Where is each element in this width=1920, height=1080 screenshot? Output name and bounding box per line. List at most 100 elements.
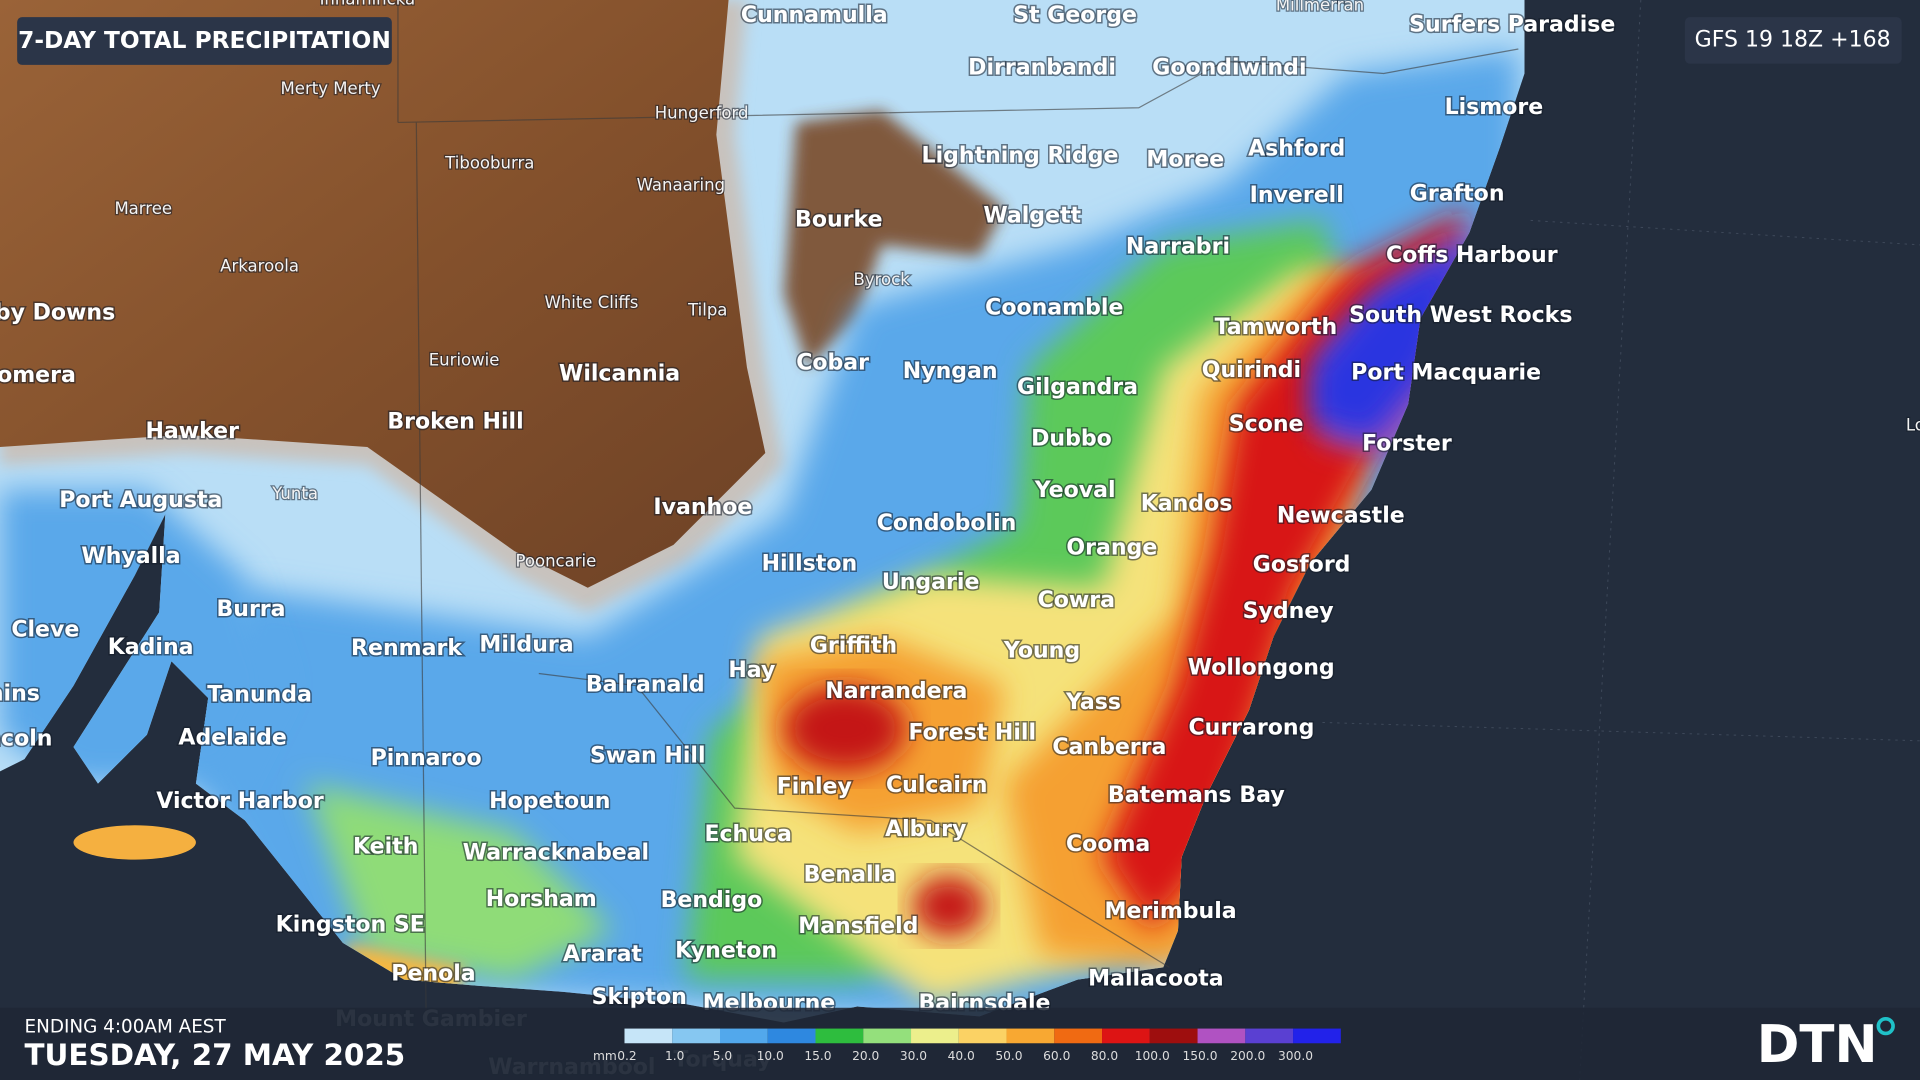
legend-swatch <box>672 1028 720 1044</box>
legend-label: 200.0 <box>1230 1049 1265 1063</box>
place-label: Cooma <box>1066 832 1150 857</box>
place-label-small: Wanaaring <box>637 176 725 195</box>
title-badge <box>17 17 392 65</box>
legend-swatch <box>1006 1028 1055 1044</box>
place-label-small: Tibooburra <box>444 154 534 173</box>
place-label: Mildura <box>479 632 573 657</box>
place-label: Moree <box>1146 147 1224 172</box>
dry-area <box>783 110 1005 368</box>
place-label: Warracknabeal <box>463 840 649 865</box>
place-label: Forster <box>1362 431 1452 456</box>
place-label-small: Yunta <box>271 484 318 503</box>
place-label: Kadina <box>108 635 194 660</box>
legend-swatch <box>1149 1028 1198 1044</box>
place-label: Renmark <box>351 636 463 661</box>
legend-label: 40.0 <box>948 1049 975 1063</box>
place-label-small: Euriowie <box>429 351 500 370</box>
place-label-small: Millmerran <box>1276 0 1364 15</box>
state-borders <box>397 0 1519 1017</box>
place-label-small: Merty Merty <box>281 79 381 98</box>
place-label: Port Augusta <box>59 488 222 513</box>
place-label: Burra <box>216 597 285 622</box>
place-label: Goondiwindi <box>1152 56 1306 81</box>
place-label-small: Byrock <box>853 270 910 289</box>
legend-label: 1.0 <box>665 1049 684 1063</box>
map-title: 7-DAY TOTAL PRECIPITATION <box>18 27 391 54</box>
place-label: Forest Hill <box>908 720 1036 745</box>
legend-swatch <box>1197 1028 1246 1044</box>
place-label-small: Innamincka <box>320 0 416 9</box>
place-label: Inverell <box>1250 183 1344 208</box>
legend-label: 50.0 <box>995 1049 1022 1063</box>
place-label: Wollongong <box>1188 656 1335 681</box>
place-label: Keith <box>353 834 418 859</box>
place-label: Quirindi <box>1202 358 1301 383</box>
legend-label: 100.0 <box>1135 1049 1170 1063</box>
place-label: Cowra <box>1038 588 1115 613</box>
place-label: Woomera <box>0 363 76 388</box>
extreme-rain-area <box>783 685 907 772</box>
footer-bar <box>0 1007 1920 1080</box>
extreme-rain-area <box>1310 238 1470 441</box>
legend-label: 15.0 <box>804 1049 831 1063</box>
place-label: Ararat <box>563 942 643 967</box>
place-label: Balranald <box>586 673 705 698</box>
logo-dot <box>1876 1016 1895 1036</box>
place-label: Finley <box>777 774 852 799</box>
place-label: Orange <box>1066 536 1157 561</box>
place-label: Bourke <box>795 207 882 232</box>
legend-label: 0.2 <box>617 1049 636 1063</box>
place-label: Kyneton <box>675 938 777 963</box>
legend-label: 10.0 <box>757 1049 784 1063</box>
place-label: Cleve <box>11 618 79 643</box>
place-label: Hay <box>728 658 775 683</box>
place-label: Nyngan <box>903 359 998 384</box>
place-label: Roxby Downs <box>0 300 115 325</box>
place-label: Canberra <box>1052 735 1166 760</box>
place-label: Lismore <box>1445 95 1544 120</box>
model-run: GFS 19 18Z +168 <box>1695 27 1891 52</box>
place-label: Mallacoota <box>1088 967 1224 992</box>
place-label-small: Hungerford <box>655 103 749 122</box>
place-label: Batemans Bay <box>1108 783 1285 808</box>
legend-swatch <box>1102 1028 1150 1044</box>
legend-label: 80.0 <box>1091 1049 1118 1063</box>
place-label: St George <box>1013 3 1137 28</box>
place-label-small: Pooncarie <box>516 552 597 571</box>
legend-label: 20.0 <box>852 1049 879 1063</box>
ending-time: ENDING 4:00AM AEST <box>24 1016 226 1037</box>
extreme-rain-area <box>912 875 986 937</box>
legend-swatch <box>1245 1028 1294 1044</box>
place-label: Merimbula <box>1105 899 1237 924</box>
place-label: Hopetoun <box>489 789 610 814</box>
place-label: Ungarie <box>882 570 980 595</box>
place-label: Bendigo <box>661 888 763 913</box>
place-label: Horsham <box>486 887 597 912</box>
legend-swatch <box>1054 1028 1103 1044</box>
place-label: Kandos <box>1141 491 1233 516</box>
place-label: Benalla <box>804 863 896 888</box>
place-label: Lightning Ridge <box>922 144 1119 169</box>
legend-label: 30.0 <box>900 1049 927 1063</box>
place-label: Culcairn <box>886 773 987 798</box>
place-label: Griffith <box>810 634 897 659</box>
legend-swatch <box>911 1028 959 1044</box>
place-label: Gosford <box>1253 553 1351 578</box>
legend-swatch <box>815 1028 864 1044</box>
logo: DTN <box>1757 1015 1878 1075</box>
heavy-rain-area <box>306 783 613 980</box>
legend-label: 5.0 <box>713 1049 732 1063</box>
place-label: Narrabri <box>1126 234 1230 259</box>
legend: 0.2 1.0 5.0 10.0 15.0 20.0 30.0 40.0 50.0 60.0 80.… <box>617 1028 1341 1063</box>
place-label: Young <box>1003 638 1080 663</box>
legend-swatch <box>958 1028 1007 1044</box>
place-label: Whyalla <box>81 544 180 569</box>
place-label: Condobolin <box>877 511 1017 536</box>
place-label: Ashford <box>1248 136 1345 161</box>
place-label: Cobar <box>796 351 869 376</box>
place-label: Echuca <box>704 822 791 847</box>
place-label: Sydney <box>1243 599 1334 624</box>
